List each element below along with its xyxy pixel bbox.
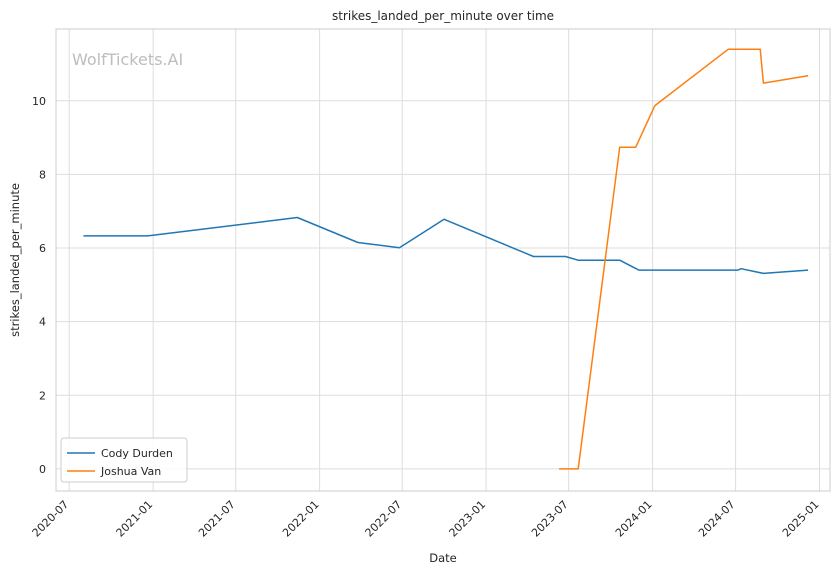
y-tick-label: 2 [39,389,46,402]
legend-label-joshua-van: Joshua Van [100,465,161,478]
series-line-cody-durden [83,216,809,275]
y-axis-title: strikes_landed_per_minute [8,183,22,337]
x-axis-title: Date [429,551,457,565]
series-layer [83,48,809,470]
y-tick-label: 10 [32,95,46,108]
y-tick-label: 8 [39,168,46,181]
legend-label-cody-durden: Cody Durden [101,447,173,460]
y-tick-label: 6 [39,242,46,255]
plot-frame [55,28,831,492]
legend: Cody Durden Joshua Van [60,437,188,483]
y-tick-label: 0 [39,463,46,476]
series-line-joshua-van [559,48,809,470]
y-tick-label: 4 [39,316,46,329]
watermark-text: WolfTickets.AI [72,50,183,69]
chart-title: strikes_landed_per_minute over time [332,9,554,23]
y-axis-ticks: 0 2 4 6 8 10 [32,95,46,476]
